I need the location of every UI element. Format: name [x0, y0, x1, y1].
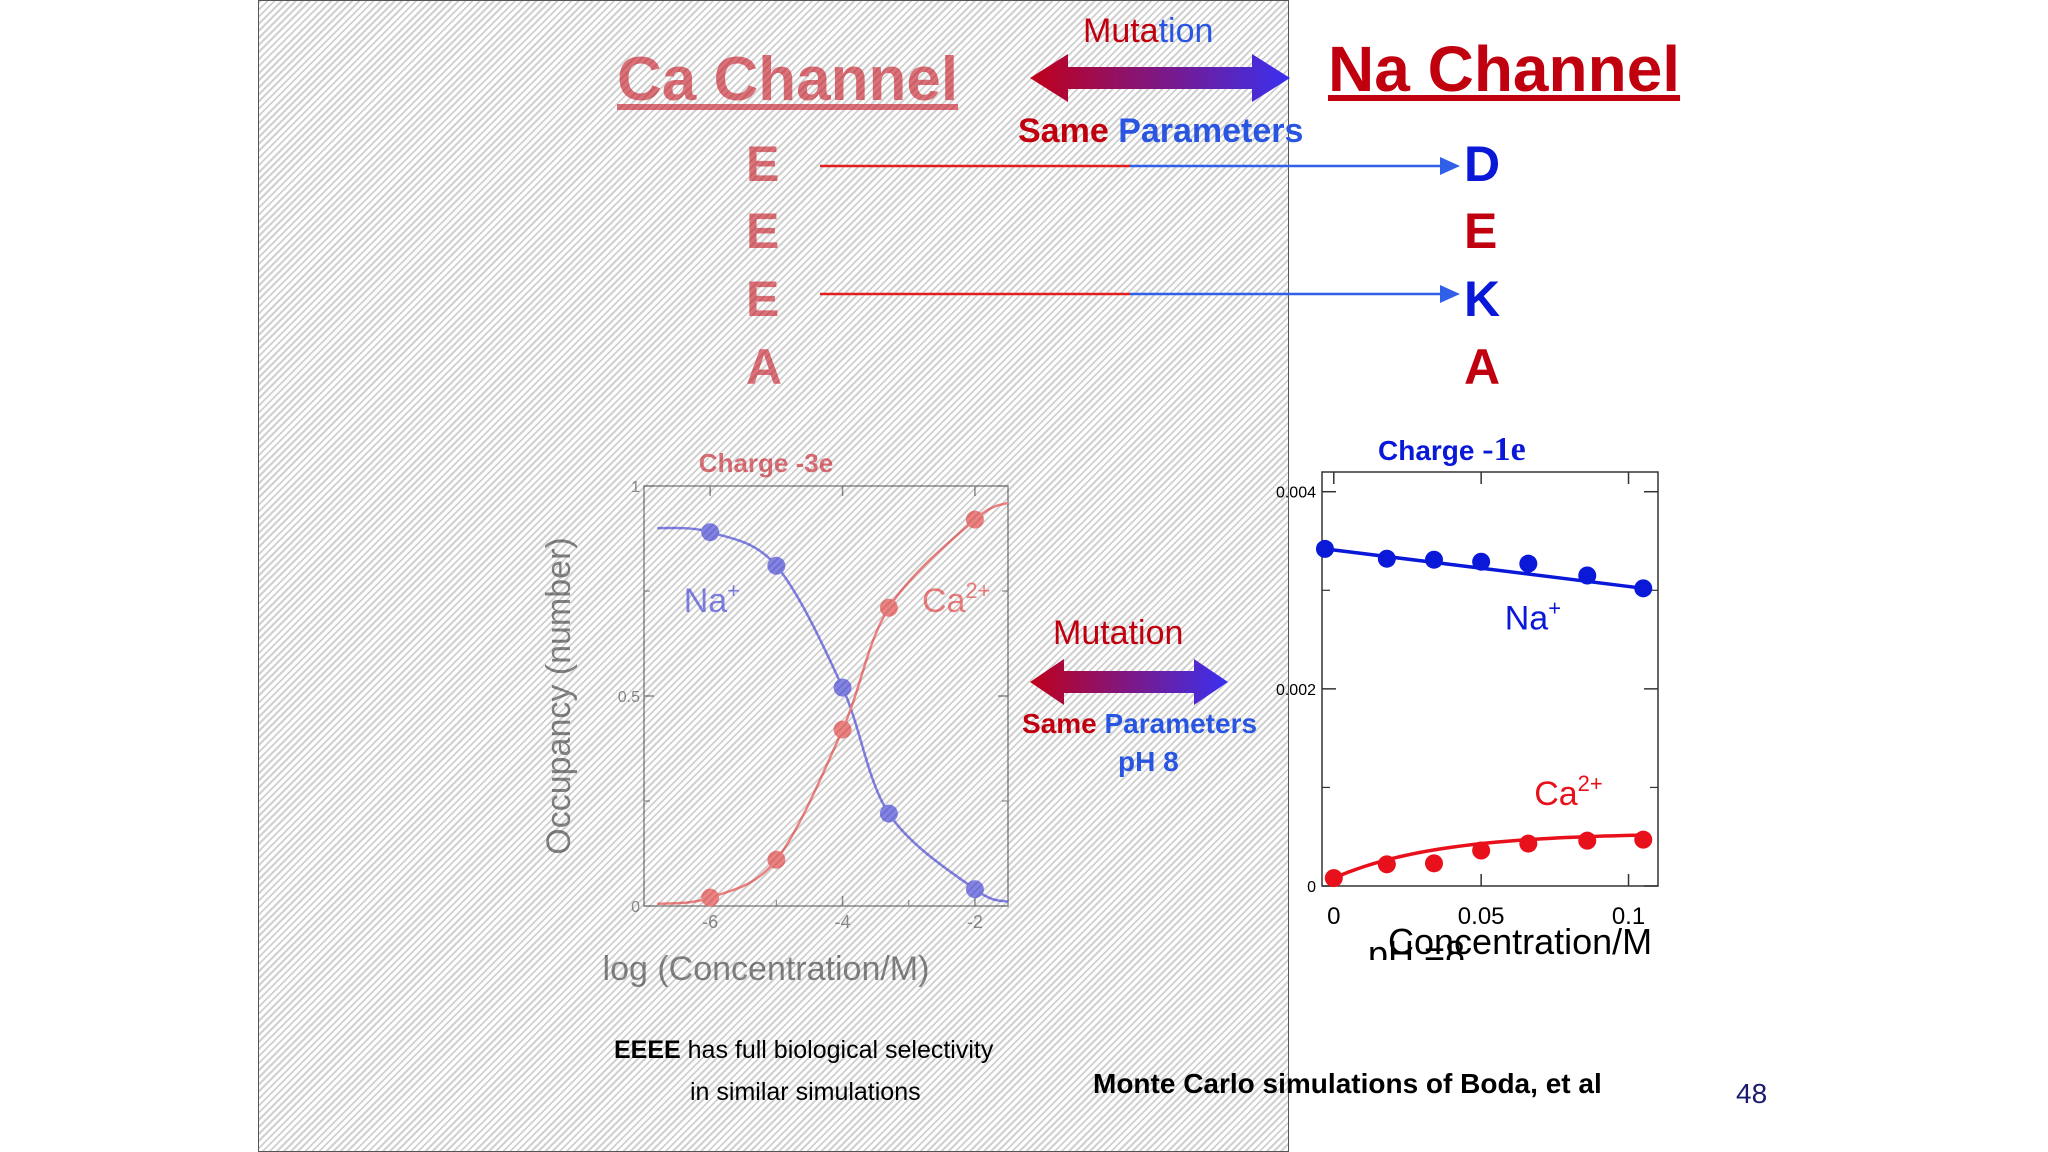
chart-right-legend-na: Na+: [1505, 596, 1561, 638]
left-letter-2: E: [746, 203, 780, 259]
chart-right-point-ca: [1634, 830, 1653, 849]
same-parameters-top: Same Parameters: [1018, 112, 1303, 151]
chart-right-point-na: [1472, 552, 1491, 571]
chart-right-point-ca: [1377, 855, 1396, 874]
chart-right-point-na: [1425, 550, 1443, 569]
chart-right-point-ca: [1519, 834, 1538, 853]
chart-right-series-line-ca: [1333, 833, 1644, 880]
chart-left-frame: [643, 485, 1009, 907]
mutation-part-2: tion: [1158, 12, 1214, 50]
chart-left-xtick-label: -6: [702, 912, 718, 932]
chart-left-point-ca: [767, 850, 786, 869]
ca-channel-occupancy-chart: Charge -3e 0 0.5 1 -6 -4 -2 log (Concentration/…: [540, 448, 1009, 988]
chart-left-xtick-label: -4: [835, 912, 851, 932]
chart-right-point-na: [1315, 539, 1334, 558]
na-channel-occupancy-chart: Charge -1e 0 0.002 0.004 0 0.05 0.1Concentrati…: [1276, 431, 1659, 960]
chart-right-frame: [1321, 471, 1659, 887]
chart-right-point-ca: [1472, 841, 1491, 860]
mid-mutation-label: Mutation: [1053, 614, 1184, 652]
chart-right-point-ca: [1324, 869, 1343, 888]
chart-right-point-ca: [1578, 831, 1597, 850]
left-letter-3: E: [746, 271, 780, 327]
parameters-word: Parameters: [1118, 112, 1304, 150]
connector-1-arrowhead: [1440, 157, 1460, 175]
letter-connector-arrows: [820, 157, 1460, 303]
right-letter-3: K: [1464, 271, 1501, 327]
eeee-note-line2: in similar simulations: [690, 1078, 921, 1106]
chart-right-point-na: [1377, 549, 1396, 568]
left-letter-1: E: [746, 136, 780, 192]
chart-right-point-na: [1519, 554, 1538, 573]
eeee-rest: has full biological selectivity: [680, 1036, 994, 1064]
chart-right-title: Charge -1e: [1378, 431, 1526, 468]
chart-left-legend-na: Na+: [684, 578, 740, 620]
na-channel-title: Na Channel: [1328, 33, 1681, 105]
mid-mutation-arrow: [1030, 659, 1228, 705]
ca-channel-title: Ca Channel: [617, 45, 959, 114]
monte-carlo-credit: Monte Carlo simulations of Boda, et al: [1093, 1068, 1602, 1099]
mid-same-parameters: Same Parameters: [1022, 708, 1257, 740]
chart-left-ylabel: Occupancy (number): [540, 537, 578, 854]
chart-right-point-ca: [1425, 854, 1443, 873]
chart-left-point-na: [879, 804, 898, 823]
chart-right-point-na: [1578, 566, 1597, 585]
page-number: 48: [1736, 1078, 1768, 1109]
chart-right-xtick-label: 0: [1327, 903, 1340, 930]
mid-ph-label: pH 8: [1118, 746, 1179, 777]
chart-right-xtick-label: 0.05: [1458, 903, 1505, 930]
mutation-part-1: Muta: [1083, 12, 1159, 50]
eeee-note-line1: EEEE has full biological selectivity: [614, 1036, 993, 1065]
chart-left-point-na: [965, 880, 984, 899]
mid-same-word: Same: [1022, 708, 1097, 739]
right-letter-4: A: [1464, 339, 1501, 395]
top-mutation-label: Mutation: [1083, 12, 1213, 51]
chart-left-xlabel: log (Concentration/M): [603, 950, 930, 988]
chart-left-xtick-label: -2: [967, 912, 983, 932]
right-letter-1: D: [1464, 136, 1501, 192]
hatched-overlay: [258, 0, 1289, 1152]
chart-left-series-line-ca: [657, 501, 1009, 906]
top-mutation-arrow: [1030, 54, 1290, 102]
chart-right-xlabel: Concentration/M: [1388, 921, 1652, 960]
chart-left-point-na: [701, 523, 720, 542]
chart-right-xtick-label: 0.1: [1612, 903, 1645, 930]
left-letter-4: A: [746, 339, 783, 395]
right-letter-2: E: [1464, 203, 1498, 259]
chart-left-ytick-label: 1: [631, 479, 640, 496]
mid-parameters-word: Parameters: [1104, 708, 1258, 739]
chart-right-point-na: [1634, 579, 1653, 598]
same-word: Same: [1018, 112, 1109, 150]
chart-left-title: Charge -3e: [699, 448, 833, 478]
chart-right-legend-ca: Ca2+: [1534, 771, 1603, 813]
eeee-bold: EEEE: [614, 1036, 681, 1064]
chart-left-ytick-label: 0: [631, 899, 640, 916]
chart-left-point-na: [833, 678, 852, 697]
chart-right-ytick-label: 0.004: [1276, 485, 1316, 502]
chart-left-point-ca: [833, 720, 852, 739]
chart-left-point-ca: [879, 598, 898, 617]
chart-left-point-ca: [965, 510, 984, 529]
chart-left-point-ca: [701, 888, 720, 907]
chart-right-xlabel2: pH =8: [1368, 933, 1465, 960]
chart-right-ytick-label: 0.002: [1276, 682, 1316, 699]
chart-left-point-na: [767, 556, 786, 575]
connector-2-arrowhead: [1440, 285, 1460, 303]
chart-left-ytick-label: 0.5: [618, 689, 640, 706]
chart-right-ytick-label: 0: [1307, 879, 1316, 896]
chart-left-legend-ca: Ca2+: [922, 578, 991, 620]
